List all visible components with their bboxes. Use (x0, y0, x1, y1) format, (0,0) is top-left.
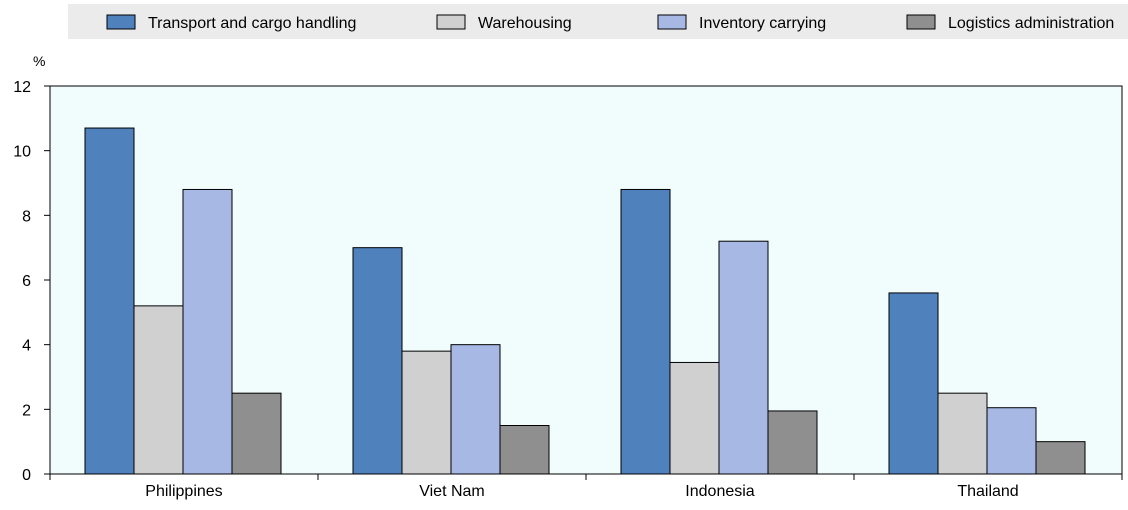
x-tick-label: Indonesia (685, 483, 754, 500)
bar (450, 344, 501, 475)
legend-label: Logistics administration (948, 15, 1114, 32)
y-tick-label: 4 (22, 338, 31, 355)
y-tick-label: 10 (13, 144, 31, 161)
legend-swatch (436, 14, 466, 30)
bar (401, 350, 452, 475)
bar (767, 410, 818, 475)
y-unit-label: % (33, 53, 45, 69)
x-tick-label: Thailand (957, 483, 1018, 500)
legend-item: Inventory carrying (657, 14, 826, 32)
bar (937, 392, 988, 475)
legend-swatch (106, 14, 136, 30)
legend-swatch (657, 14, 687, 30)
legend-label: Inventory carrying (699, 15, 826, 32)
bar (986, 407, 1037, 475)
legend-label: Warehousing (478, 15, 572, 32)
y-tick-label: 12 (13, 79, 31, 96)
bar (182, 188, 233, 475)
y-tick-label: 6 (22, 273, 31, 290)
x-tick-label: Viet Nam (419, 483, 485, 500)
legend-item: Transport and cargo handling (106, 14, 356, 32)
legend-item: Warehousing (436, 14, 572, 32)
bar (352, 247, 403, 475)
axes: 0 2 4 6 8 10 12 Philippines Viet Nam Indonesia Tha… (13, 79, 1123, 500)
bar (669, 361, 720, 475)
legend-label: Transport and cargo handling (148, 15, 356, 32)
legend-swatch (906, 14, 936, 30)
legend-item: Logistics administration (906, 14, 1114, 32)
bar (718, 240, 769, 475)
y-tick-label: 8 (22, 208, 31, 225)
bar (1035, 441, 1086, 475)
y-tick-label: 0 (22, 467, 31, 484)
legend-background (68, 4, 1128, 39)
plot-area (49, 85, 1123, 475)
bar (620, 188, 671, 475)
bar (231, 392, 282, 475)
bar (888, 292, 939, 475)
bar (133, 305, 184, 475)
x-tick-label: Philippines (145, 483, 222, 500)
bar (499, 425, 550, 475)
bar (84, 127, 135, 475)
y-tick-label: 2 (22, 402, 31, 419)
legend: Transport and cargo handling Warehousing I… (68, 4, 1128, 39)
